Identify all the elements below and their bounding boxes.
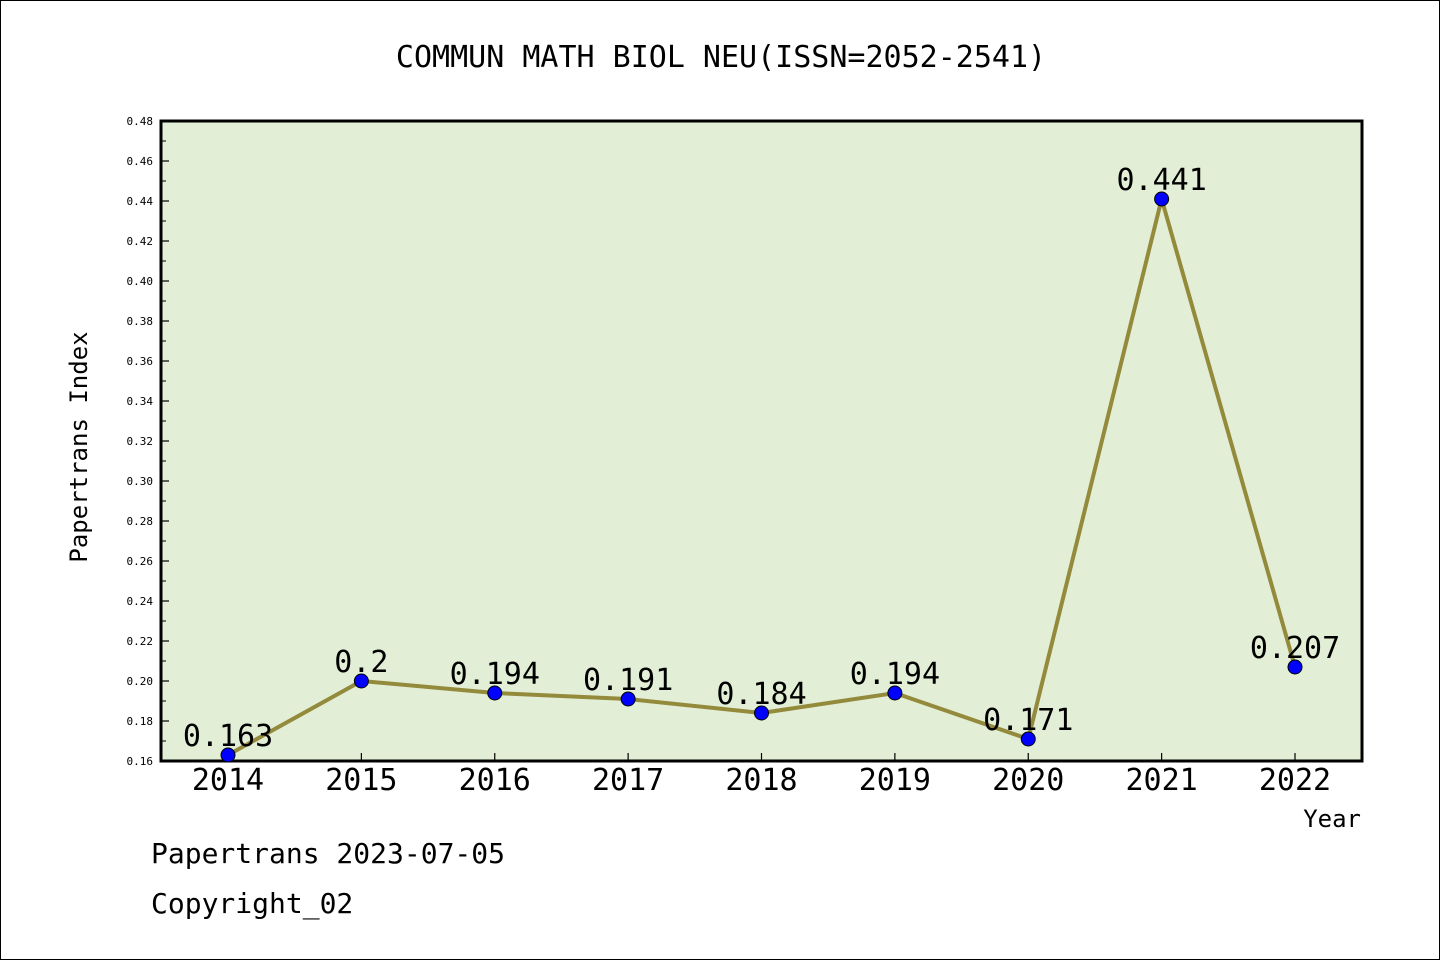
y-tick-label: 0.30 <box>127 475 154 488</box>
plot-area <box>159 119 1364 763</box>
data-point <box>1020 731 1036 747</box>
y-tick-label: 0.34 <box>127 395 154 408</box>
data-point <box>353 673 369 689</box>
y-tick-label: 0.24 <box>127 595 154 608</box>
x-tick-label: 2022 <box>1259 763 1331 798</box>
x-tick-label: 2018 <box>725 763 797 798</box>
data-point <box>887 685 903 701</box>
data-label: 0.2 <box>334 645 388 680</box>
data-point <box>754 705 769 721</box>
data-point <box>220 747 236 763</box>
y-tick-label: 0.22 <box>127 635 154 648</box>
footer-date: Papertrans 2023-07-05 <box>151 837 506 870</box>
y-tick-label: 0.32 <box>127 435 154 448</box>
data-label: 0.163 <box>183 719 273 754</box>
x-tick-label: 2016 <box>459 763 531 798</box>
x-tick-label: 2019 <box>859 763 931 798</box>
data-label: 0.171 <box>983 703 1073 738</box>
y-tick-label: 0.20 <box>127 675 154 688</box>
y-tick-label: 0.40 <box>127 275 154 288</box>
x-tick-label: 2015 <box>325 763 397 798</box>
x-tick-label: 2014 <box>192 763 264 798</box>
y-tick-label: 0.46 <box>127 155 154 168</box>
data-label: 0.184 <box>716 677 806 712</box>
y-tick-label: 0.44 <box>127 195 154 208</box>
y-axis-label: Papertrans Index <box>65 331 93 562</box>
data-label: 0.207 <box>1250 631 1340 666</box>
y-tick-label: 0.36 <box>127 355 154 368</box>
y-tick-label: 0.38 <box>127 315 154 328</box>
x-axis: 2014 2015 2016 2017 2018 2019 2020 2021 2022 <box>192 753 1331 798</box>
data-label: 0.191 <box>583 663 673 698</box>
y-tick-label: 0.26 <box>127 555 154 568</box>
data-point <box>1154 191 1170 207</box>
x-axis-label: Year <box>1303 805 1361 833</box>
y-axis: 0.16 0.18 0.20 0.22 0.24 0.26 0.28 0.30 0.32 0.34… <box>127 115 169 768</box>
y-tick-label: 0.48 <box>127 115 154 128</box>
y-tick-label: 0.28 <box>127 515 154 528</box>
data-point <box>620 691 636 707</box>
y-tick-label: 0.16 <box>127 755 154 768</box>
data-label: 0.194 <box>850 657 940 692</box>
x-tick-label: 2017 <box>592 763 664 798</box>
footer-copyright: Copyright_02 <box>151 887 354 920</box>
data-point <box>1287 659 1303 675</box>
data-label: 0.194 <box>450 657 540 692</box>
data-series: 0.163 0.2 0.194 0.191 0.184 0.194 0.171 0.441 0.… <box>183 163 1340 763</box>
y-tick-label: 0.42 <box>127 235 154 248</box>
data-point <box>487 685 503 701</box>
y-tick-label: 0.18 <box>127 715 154 728</box>
data-label: 0.441 <box>1116 163 1206 198</box>
x-tick-label: 2021 <box>1126 763 1198 798</box>
x-tick-label: 2020 <box>992 763 1064 798</box>
chart-title: COMMUN MATH BIOL NEU(ISSN=2052-2541) <box>396 40 1046 75</box>
